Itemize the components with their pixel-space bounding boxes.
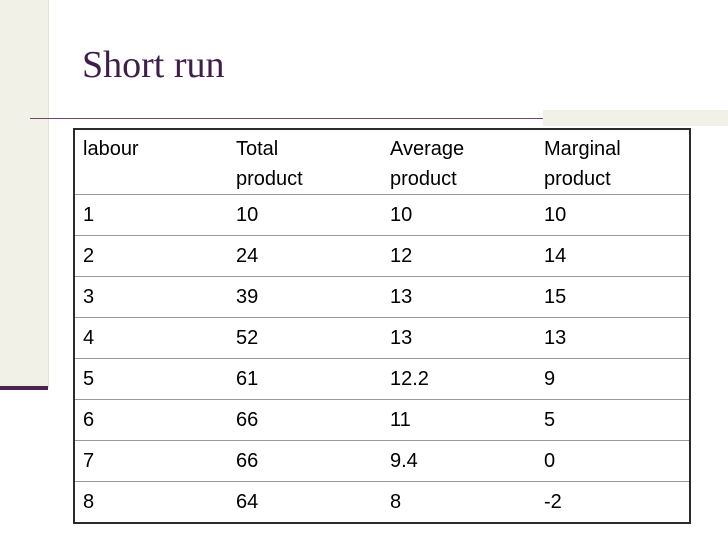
header-labour-line1: labour	[83, 138, 139, 160]
header-cell-marginal-product: Marginal product	[536, 129, 690, 195]
cell-total-product: 66	[228, 399, 382, 441]
cell-marginal-product: 15	[536, 276, 690, 318]
cell-labour: 2	[74, 235, 228, 277]
title-accent-block	[543, 110, 728, 126]
cell-average-product: 11	[382, 399, 536, 441]
table-row: 3 39 13 15	[74, 276, 690, 318]
header-marginal-line2: product	[544, 168, 611, 190]
table-row: 6 66 11 5	[74, 399, 690, 441]
header-cell-total-product: Total product	[228, 129, 382, 195]
cell-marginal-product: -2	[544, 490, 562, 513]
title-underline	[30, 118, 543, 119]
cell-total-product: 39	[228, 276, 382, 318]
cell-average-product: 10	[382, 194, 536, 236]
cell-labour: 3	[74, 276, 228, 318]
header-cell-average-product: Average product	[382, 129, 536, 195]
left-decorative-bar	[0, 0, 49, 388]
cell-marginal-product: 0	[536, 440, 690, 482]
cell-marginal-product: 14	[536, 235, 690, 277]
header-average-line1: Average	[390, 138, 465, 160]
cell-total-product: 61	[228, 358, 382, 400]
left-accent-stripe	[0, 386, 48, 390]
cell-labour: 4	[74, 317, 228, 359]
table-row: 8 64 8 -2	[74, 482, 690, 524]
cell-average-product: 12.2	[382, 358, 536, 400]
cell-labour: 5	[74, 358, 228, 400]
cell-average-product: 8	[390, 490, 402, 513]
cell-average-product: 13	[382, 276, 536, 318]
cell-total-product: 52	[228, 317, 382, 359]
table-row: 2 24 12 14	[74, 235, 690, 277]
table-header-row: labour Total product Average product Mar…	[74, 129, 690, 195]
table-row: 4 52 13 13	[74, 317, 690, 359]
header-marginal-line1: Marginal	[544, 138, 621, 160]
cell-total-product: 66	[228, 440, 382, 482]
cell-marginal-product: 5	[536, 399, 690, 441]
cell-labour: 1	[74, 194, 228, 236]
cell-total-product: 64	[236, 490, 259, 513]
header-cell-labour: labour	[74, 129, 228, 195]
header-total-line2: product	[236, 168, 303, 190]
header-average-line2: product	[390, 168, 457, 190]
cell-labour: 8	[83, 490, 95, 513]
cell-average-product: 9.4	[382, 440, 536, 482]
cell-total-product: 24	[228, 235, 382, 277]
table-row: 5 61 12.2 9	[74, 358, 690, 400]
cell-marginal-product: 10	[536, 194, 690, 236]
slide-title: Short run	[82, 44, 225, 86]
table-row: 1 10 10 10	[74, 194, 690, 236]
header-total-line1: Total	[236, 138, 279, 160]
cell-total-product: 10	[228, 194, 382, 236]
production-table: labour Total product Average product Mar…	[73, 128, 691, 524]
cell-labour: 7	[74, 440, 228, 482]
cell-labour: 6	[74, 399, 228, 441]
cell-average-product: 13	[382, 317, 536, 359]
cell-average-product: 12	[382, 235, 536, 277]
cell-marginal-product: 13	[536, 317, 690, 359]
cell-marginal-product: 9	[536, 358, 690, 400]
table-row: 7 66 9.4 0	[74, 440, 690, 482]
